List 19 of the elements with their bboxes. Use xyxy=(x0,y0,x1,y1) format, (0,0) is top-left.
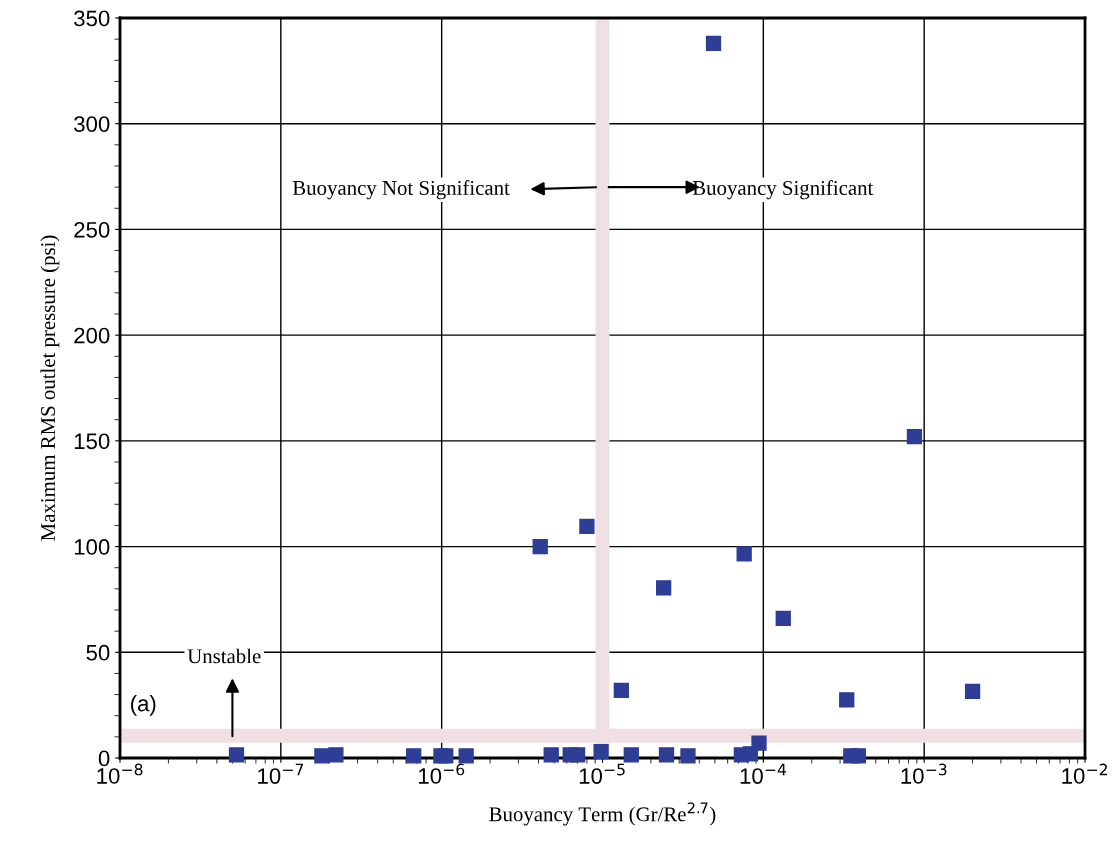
x-tick-label: 10$^{−5}$ xyxy=(579,763,625,784)
annotation: Unstable xyxy=(187,648,261,664)
annotation: Buoyancy Significant xyxy=(692,180,874,200)
y-axis-title: Maximum RMS outlet pressure (psi) xyxy=(40,235,60,541)
x-tick-label: 10$^{−4}$ xyxy=(740,763,786,784)
annotation: Buoyancy Not Significant xyxy=(292,180,510,200)
x-tick-label: 10$^{−7}$ xyxy=(258,763,304,784)
y-tick-label: 50 xyxy=(86,644,110,661)
y-tick-label: 300 xyxy=(74,116,110,132)
x-tick-label: 10$^{−2}$ xyxy=(1062,763,1107,784)
y-tick-label: 350 xyxy=(74,10,110,27)
y-tick-label: 150 xyxy=(74,433,110,450)
y-tick-label: 100 xyxy=(74,539,110,555)
y-tick-label: 200 xyxy=(74,327,110,344)
annotation: (a) xyxy=(131,695,156,716)
x-tick-label: 10$^{−3}$ xyxy=(901,763,947,784)
x-axis-title: Buoyancy Term (Gr/Re$^{2.7}$) xyxy=(489,802,716,826)
y-tick-label: 250 xyxy=(74,221,110,238)
x-tick-label: 10$^{−6}$ xyxy=(419,763,465,784)
